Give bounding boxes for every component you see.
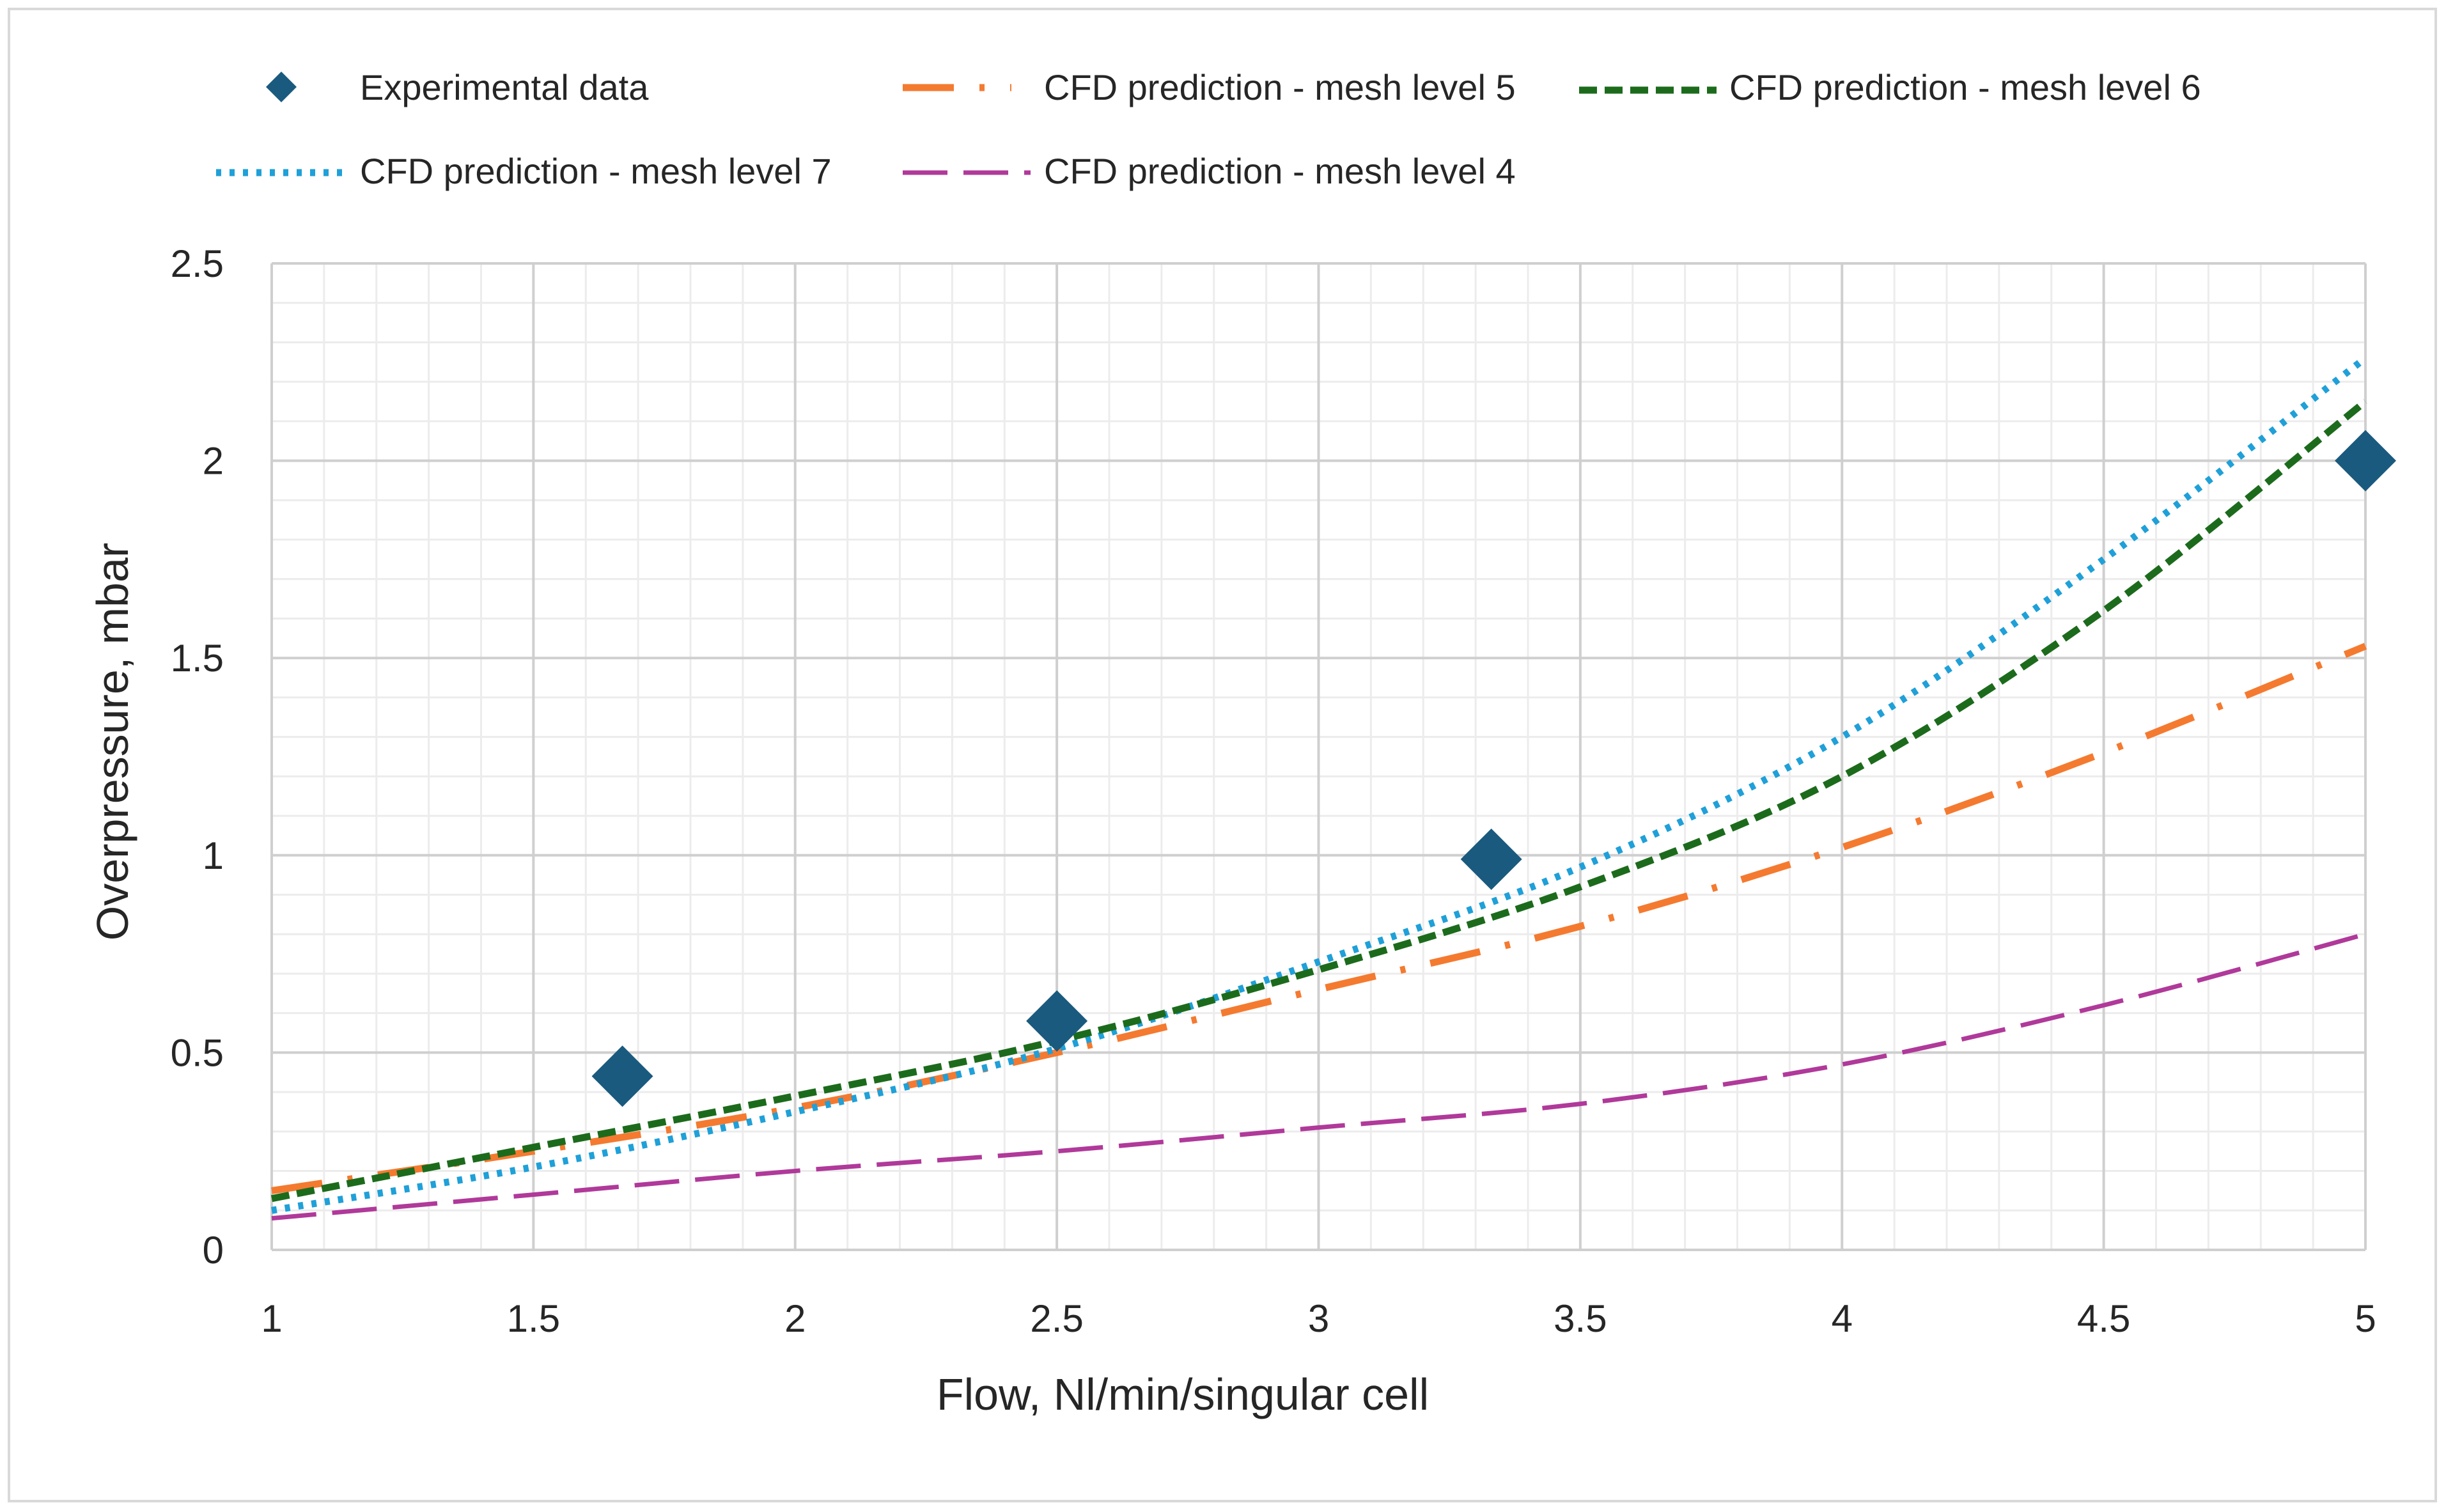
series-line-cfd-prediction-mesh-level-6 bbox=[270, 398, 2368, 1203]
y-tick-label: 2.5 bbox=[171, 242, 224, 285]
experimental-data-point bbox=[1460, 828, 1522, 890]
y-tick-label: 0.5 bbox=[171, 1031, 224, 1074]
x-tick-label: 1 bbox=[261, 1297, 282, 1340]
x-tick-label: 2 bbox=[784, 1297, 806, 1340]
experimental-data-point bbox=[591, 1045, 653, 1107]
x-tick-label: 4.5 bbox=[2077, 1297, 2130, 1340]
chart-frame bbox=[8, 8, 2437, 1502]
legend-item-mesh-5: CFD prediction - mesh level 5 bbox=[903, 67, 1516, 107]
x-tick-label: 5 bbox=[2355, 1297, 2376, 1340]
experimental-data-point bbox=[1026, 990, 1088, 1052]
legend-item-experimental: Experimental data bbox=[266, 67, 649, 107]
series-line-cfd-prediction-mesh-level-4 bbox=[271, 931, 2366, 1221]
x-axis-title: Flow, Nl/min/singular cell bbox=[937, 1369, 1429, 1419]
legend-label-mesh-5: CFD prediction - mesh level 5 bbox=[1044, 67, 1516, 107]
y-tick-label: 1.5 bbox=[171, 637, 224, 680]
legend-label-mesh-7: CFD prediction - mesh level 7 bbox=[360, 151, 832, 191]
x-tick-label: 3 bbox=[1308, 1297, 1329, 1340]
legend-item-mesh-7: CFD prediction - mesh level 7 bbox=[216, 151, 832, 191]
y-tick-labels: 0 0.5 1 1.5 2 2.5 bbox=[171, 242, 224, 1272]
x-tick-label: 1.5 bbox=[507, 1297, 560, 1340]
x-tick-label: 4 bbox=[1832, 1297, 1853, 1340]
x-tick-labels: 1 1.5 2 2.5 3 3.5 4 4.5 5 bbox=[261, 1297, 2376, 1340]
y-tick-label: 0 bbox=[203, 1229, 224, 1272]
experimental-data-point bbox=[2335, 430, 2396, 492]
series-layer bbox=[270, 355, 2396, 1221]
legend-item-mesh-6: CFD prediction - mesh level 6 bbox=[1579, 67, 2201, 107]
y-tick-label: 1 bbox=[203, 834, 224, 877]
legend-label-experimental: Experimental data bbox=[360, 67, 649, 107]
legend-item-mesh-4: CFD prediction - mesh level 4 bbox=[903, 151, 1516, 191]
legend-label-mesh-4: CFD prediction - mesh level 4 bbox=[1044, 151, 1516, 191]
major-gridlines bbox=[270, 262, 2367, 1251]
x-tick-label: 2.5 bbox=[1030, 1297, 1083, 1340]
legend-diamond-marker bbox=[266, 72, 297, 102]
x-tick-label: 3.5 bbox=[1554, 1297, 1607, 1340]
series-line-cfd-prediction-mesh-level-5 bbox=[271, 643, 2367, 1194]
y-tick-label: 2 bbox=[203, 440, 224, 483]
legend: Experimental data CFD prediction - mesh … bbox=[216, 67, 2201, 191]
legend-label-mesh-6: CFD prediction - mesh level 6 bbox=[1729, 67, 2201, 107]
y-axis-title: Overpressure, mbar bbox=[88, 543, 137, 940]
